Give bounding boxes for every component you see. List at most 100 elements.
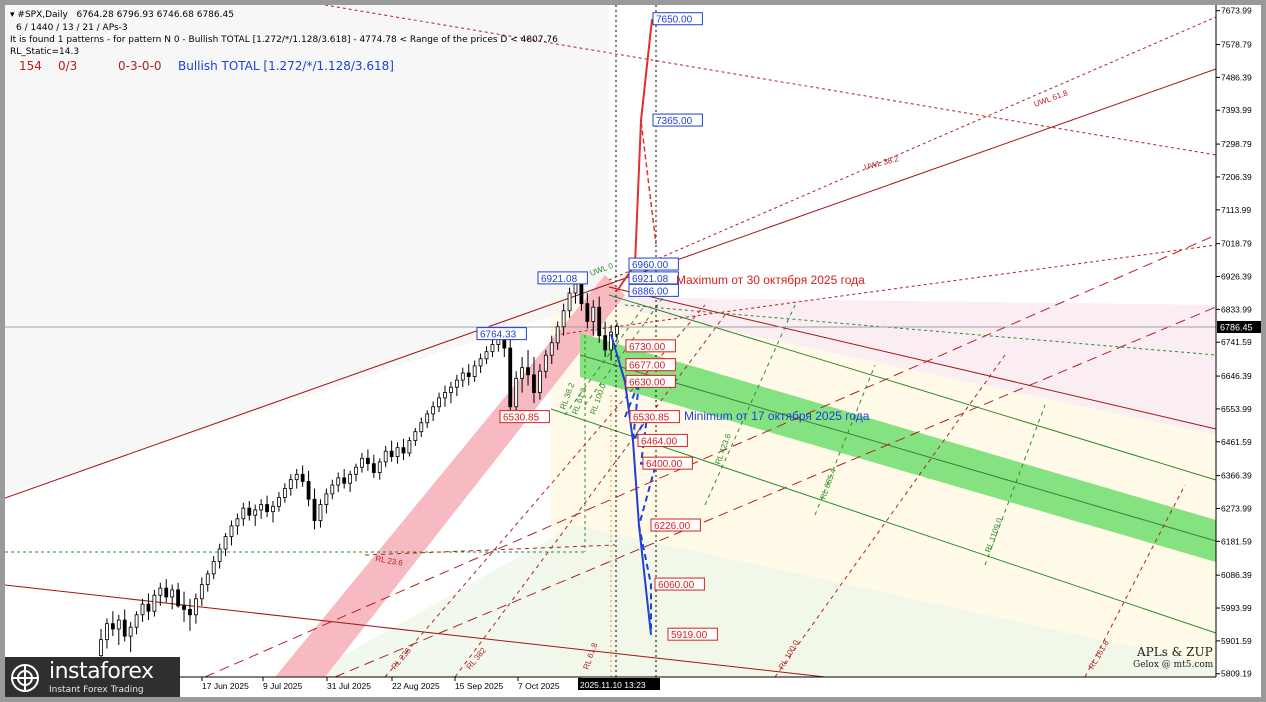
logo-name: instaforex xyxy=(49,659,154,684)
price-label-box xyxy=(652,12,703,26)
price-label-box xyxy=(650,518,701,532)
header-symbol-row: ▾ #SPX,Daily 6764.28 6796.93 6746.68 678… xyxy=(10,10,234,20)
red-fan-3 xyxy=(774,354,1006,677)
bottom-green-zone xyxy=(305,525,1216,677)
price-axis xyxy=(1216,5,1261,697)
candle-body xyxy=(377,461,382,473)
price-label-box xyxy=(652,113,703,127)
candle-body xyxy=(543,354,548,372)
instaforex-logo[interactable]: instaforex Instant Forex Trading xyxy=(5,657,180,697)
candle-body xyxy=(360,457,364,468)
y-tick-label: 5901.59 xyxy=(1221,636,1252,646)
current-price-tag: 6786.45 xyxy=(1220,323,1253,333)
candle-body xyxy=(615,326,619,335)
stat-3: 0-3-0-0 xyxy=(118,59,162,73)
header-rl-static: RL_Static=14.3 xyxy=(10,47,80,57)
x-tick-label: 9 Jul 2025 xyxy=(263,681,302,691)
y-tick-label: 6366.39 xyxy=(1221,471,1252,481)
price-label: 6530.85 xyxy=(503,413,540,424)
candle-body xyxy=(526,367,530,376)
price-label: 7650.00 xyxy=(656,15,693,26)
grey-zone xyxy=(5,5,609,495)
candle-body xyxy=(425,413,430,424)
candle-body xyxy=(182,605,186,610)
candle-body xyxy=(188,609,192,616)
price-label: 6886.00 xyxy=(632,286,669,297)
y-tick-label: 7298.79 xyxy=(1221,139,1252,149)
candle-body xyxy=(235,518,240,527)
candle-body xyxy=(170,589,175,598)
red-dot-2 xyxy=(608,16,1216,281)
price-label-box xyxy=(476,327,527,341)
candle-body xyxy=(134,614,139,628)
y-tick-label: 7486.39 xyxy=(1221,72,1252,82)
symbol: #SPX,Daily xyxy=(17,10,68,20)
price-label-box xyxy=(654,577,705,591)
candle-body xyxy=(585,303,590,322)
pattern-title: Bullish TOTAL [1.272/*/1.128/3.618] xyxy=(178,59,394,73)
bull-target-dash xyxy=(640,19,657,245)
candle-body xyxy=(99,639,103,657)
y-tick-label: 6646.39 xyxy=(1221,371,1252,381)
y-tick-label: 7206.39 xyxy=(1221,172,1252,182)
candle-body xyxy=(336,477,341,486)
candle-body xyxy=(158,587,163,596)
candle-body xyxy=(164,587,169,598)
x-cursor-tag xyxy=(578,678,660,690)
candle-body xyxy=(193,598,198,616)
y-tick-label: 6553.99 xyxy=(1221,404,1252,414)
credit-line-2: Gelox @ mt5.com xyxy=(1133,660,1214,670)
candle-body xyxy=(520,367,525,379)
candle-body xyxy=(199,584,204,600)
ohlc: 6764.28 6796.93 6746.68 6786.45 xyxy=(76,10,234,20)
candle-body xyxy=(383,450,388,463)
minimum-annotation: Minimum от 17 октября 2025 года xyxy=(684,409,870,423)
candle-body xyxy=(116,619,121,630)
y-tick-label: 5993.99 xyxy=(1221,603,1252,613)
x-tick-label: 7 Oct 2025 xyxy=(518,681,560,691)
candle-body xyxy=(490,344,495,353)
price-label-box xyxy=(629,410,680,424)
candle-body xyxy=(306,481,311,500)
y-tick-label: 7393.99 xyxy=(1221,105,1252,115)
header-params: 6 / 1440 / 13 / 21 / APs-3 xyxy=(16,23,128,33)
stat-2: 0/3 xyxy=(58,59,78,73)
green-dash-v5 xyxy=(564,304,646,416)
price-label: 6630.00 xyxy=(629,377,666,388)
candle-body xyxy=(555,326,560,344)
header-pattern-line: It is found 1 patterns - for pattern N 0… xyxy=(10,35,558,45)
y-tick-label: 7673.99 xyxy=(1221,6,1252,16)
candle-body xyxy=(300,473,305,482)
candle-body xyxy=(395,447,400,457)
candle-body xyxy=(484,351,489,360)
green-dot-1 xyxy=(624,304,1216,356)
maximum-annotation: Maximum от 30 октября 2025 года xyxy=(676,273,865,287)
price-label-box xyxy=(499,410,550,424)
logo-tagline: Instant Forex Trading xyxy=(49,685,144,695)
candle-body xyxy=(342,477,347,484)
candle-body xyxy=(122,619,127,637)
y-tick-label: 6181.59 xyxy=(1221,536,1252,546)
candle-body xyxy=(229,525,234,537)
price-label-box xyxy=(642,456,693,470)
price-label: 6464.00 xyxy=(641,436,678,447)
candle-body xyxy=(371,463,376,473)
candle-body xyxy=(603,335,608,351)
price-label: 7365.00 xyxy=(656,116,693,127)
candle-body xyxy=(579,283,584,305)
red-fan-2 xyxy=(454,314,726,677)
price-label: 5919.00 xyxy=(671,630,708,641)
candle-body xyxy=(277,497,281,507)
candle-body xyxy=(591,306,596,322)
green-dash-v2 xyxy=(814,364,876,516)
candle-body xyxy=(537,370,542,393)
credit-line-1: APLs & ZUP xyxy=(1137,645,1213,659)
candle-body xyxy=(110,623,115,630)
current-price-tag-bg xyxy=(1217,321,1261,333)
y-tick-label: 7018.79 xyxy=(1221,239,1252,249)
collapse-arrow-icon[interactable]: ▾ xyxy=(10,10,15,20)
y-tick-label: 6926.39 xyxy=(1221,272,1252,282)
